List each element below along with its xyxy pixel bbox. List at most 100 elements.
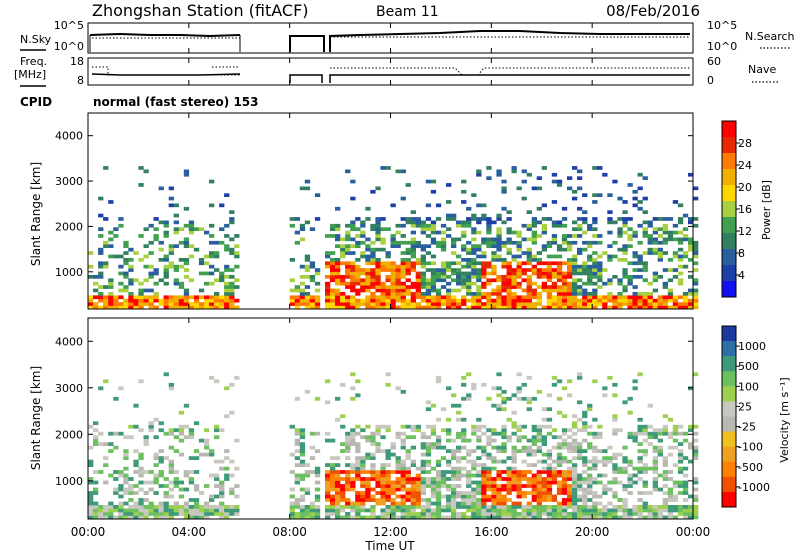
heatmap-cell [556,288,563,293]
heatmap-cell [325,498,331,502]
heatmap-cell [365,305,371,310]
heatmap-cell [440,244,447,248]
heatmap-cell [345,484,351,488]
heatmap-cell [556,435,563,440]
heatmap-cell [390,288,396,293]
heatmap-cell [168,196,174,201]
heatmap-cell [612,240,618,245]
heatmap-cell [385,463,391,467]
heatmap-cell [360,428,366,433]
heatmap-cell [380,281,386,286]
heatmap-cell [330,305,336,310]
heatmap-cell [577,442,583,446]
heatmap-cell [173,435,179,440]
heatmap-cell [501,508,507,513]
heatmap-cell [597,501,603,506]
heatmap-cell [420,247,426,252]
heatmap-cell [597,285,603,289]
heatmap-cell [133,403,139,408]
heatmap-cell [597,494,603,499]
heatmap-cell [88,463,94,467]
heatmap-cell [93,302,99,306]
heatmap-cell [622,288,628,293]
heatmap-cell [370,285,376,289]
heatmap-cell [677,480,684,485]
heatmap-cell [400,473,406,478]
heatmap-cell [536,268,542,272]
heatmap-cell [173,264,179,269]
freq-unit: [MHz] [14,68,46,81]
heatmap-cell [380,424,386,429]
heatmap-cell [561,295,568,300]
heatmap-cell [461,515,467,520]
heatmap-cell [330,292,336,296]
heatmap-cell [209,281,215,286]
heatmap-cell [496,217,502,221]
heatmap-cell [486,480,492,485]
heatmap-cell [567,442,573,446]
heatmap-cell [491,288,497,293]
heatmap-cell [627,515,633,520]
heatmap-cell [204,452,210,457]
heatmap-cell [153,292,159,296]
heatmap-cell [481,271,487,276]
heatmap-cell [461,220,467,225]
heatmap-cell [622,220,628,225]
heatmap-cell [481,480,487,485]
heatmap-cell [158,428,164,433]
heatmap-cell [108,295,114,300]
heatmap-cell [294,305,300,310]
heatmap-cell [420,261,426,266]
heatmap-cell [350,302,356,306]
heatmap-cell [400,275,406,279]
y-tick-label: 3000 [55,382,83,395]
heatmap-cell [556,264,563,269]
heatmap-cell [481,302,487,306]
heatmap-cell [113,234,119,238]
heatmap-cell [375,223,381,228]
heatmap-cell [390,285,396,289]
heatmap-cell [567,428,573,433]
heatmap-cell [395,278,401,283]
heatmap-cell [693,498,699,502]
freq-label: Freq. [20,55,47,68]
heatmap-cell [138,505,144,509]
heatmap-cell [612,428,618,433]
heatmap-cell [153,477,159,481]
heatmap-cell [430,424,437,429]
heatmap-cell [193,302,200,306]
heatmap-cell [536,449,542,453]
heatmap-cell [531,288,537,293]
heatmap-cell [541,407,547,412]
heatmap-cell [153,234,159,238]
heatmap-cell [652,456,658,460]
heatmap-cell [446,438,452,443]
heatmap-cell [188,230,195,235]
heatmap-cell [380,305,386,310]
heatmap-cell [536,220,542,225]
heatmap-cell [183,292,190,296]
heatmap-cell [365,244,371,248]
heatmap-cell [340,470,346,474]
heatmap-cell [556,295,563,300]
heatmap-cell [612,431,618,436]
colorbar-tick-label: 1000 [738,340,766,353]
heatmap-cell [572,220,578,225]
heatmap-cell [662,424,668,429]
heatmap-cell [561,445,568,450]
heatmap-cell [355,244,361,248]
heatmap-cell [209,494,215,499]
heatmap-cell [662,477,668,481]
heatmap-cell [677,295,684,300]
heatmap-cell [652,271,658,276]
heatmap-cell [506,396,512,401]
heatmap-cell [496,445,502,450]
heatmap-cell [355,456,361,460]
heatmap-cell [536,258,542,262]
heatmap-cell [133,515,139,520]
heatmap-cell [355,234,361,238]
heatmap-cell [677,466,684,471]
heatmap-cell [350,386,356,391]
heatmap-cell [420,498,426,502]
heatmap-cell [461,295,467,300]
